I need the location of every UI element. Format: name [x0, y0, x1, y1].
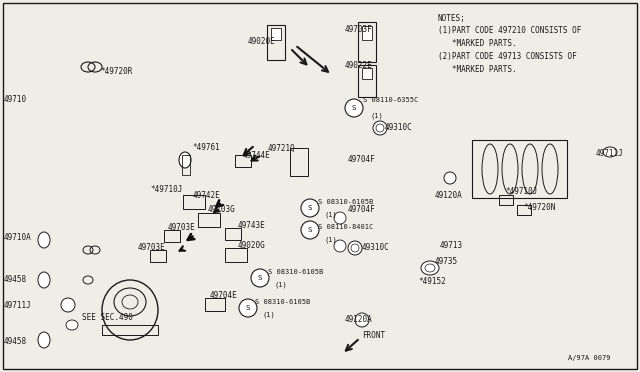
Ellipse shape — [301, 221, 319, 239]
Text: 49713: 49713 — [440, 241, 463, 250]
Text: 49703G: 49703G — [208, 205, 236, 215]
Bar — [182, 155, 190, 175]
Text: 49020G: 49020G — [238, 241, 266, 250]
Ellipse shape — [421, 261, 439, 275]
Text: S 08110-6355C: S 08110-6355C — [363, 97, 419, 103]
Text: SEE SEC.490: SEE SEC.490 — [82, 314, 133, 323]
Ellipse shape — [444, 172, 456, 184]
Bar — [358, 22, 376, 62]
Text: S 08110-8401C: S 08110-8401C — [318, 224, 373, 230]
Text: 49704F: 49704F — [348, 155, 376, 164]
Ellipse shape — [334, 240, 346, 252]
Text: A/97A 0079: A/97A 0079 — [568, 355, 611, 361]
Ellipse shape — [251, 269, 269, 287]
Bar — [472, 140, 567, 198]
Text: S: S — [308, 227, 312, 233]
Ellipse shape — [351, 244, 359, 252]
Bar — [362, 26, 372, 40]
Ellipse shape — [38, 332, 50, 348]
Text: 49711J: 49711J — [4, 301, 32, 310]
Ellipse shape — [66, 320, 78, 330]
Ellipse shape — [355, 313, 369, 327]
Text: 49711J: 49711J — [596, 148, 624, 157]
Text: (1): (1) — [262, 312, 275, 318]
Ellipse shape — [38, 232, 50, 248]
Text: (1): (1) — [325, 212, 338, 218]
Text: S: S — [308, 205, 312, 211]
Text: *49720N: *49720N — [523, 202, 556, 212]
Text: 49704E: 49704E — [210, 291, 237, 299]
Text: 49020E: 49020E — [248, 38, 276, 46]
Text: (1): (1) — [275, 282, 288, 288]
Ellipse shape — [425, 264, 435, 272]
Text: 49710A: 49710A — [4, 234, 32, 243]
Text: 49310C: 49310C — [385, 124, 413, 132]
Ellipse shape — [301, 199, 319, 217]
Ellipse shape — [334, 212, 346, 224]
Bar — [205, 298, 225, 311]
Text: 49721Q: 49721Q — [268, 144, 296, 153]
Bar — [150, 250, 166, 262]
Text: 49703E: 49703E — [138, 244, 166, 253]
Bar — [499, 195, 513, 205]
Text: S 08310-6105B: S 08310-6105B — [318, 199, 373, 205]
Ellipse shape — [61, 298, 75, 312]
Bar — [225, 248, 247, 262]
Text: FRONT: FRONT — [362, 331, 385, 340]
Bar — [102, 325, 158, 335]
Text: *49720R: *49720R — [100, 67, 132, 77]
Text: 49735: 49735 — [435, 257, 458, 266]
Text: S: S — [246, 305, 250, 311]
Bar — [267, 25, 285, 60]
Ellipse shape — [603, 147, 617, 157]
Bar — [198, 213, 220, 227]
Text: (2)PART CODE 49713 CONSISTS OF: (2)PART CODE 49713 CONSISTS OF — [438, 52, 577, 61]
Text: 49744E: 49744E — [243, 151, 271, 160]
Bar — [235, 155, 251, 167]
Text: 49458: 49458 — [4, 276, 27, 285]
Ellipse shape — [373, 121, 387, 135]
Text: *MARKED PARTS.: *MARKED PARTS. — [438, 39, 516, 48]
Text: 49458: 49458 — [4, 337, 27, 346]
Text: S: S — [352, 105, 356, 111]
Bar — [358, 65, 376, 97]
Text: S 08310-6105B: S 08310-6105B — [255, 299, 310, 305]
Ellipse shape — [38, 272, 50, 288]
Bar — [290, 148, 308, 176]
Text: 49703E: 49703E — [168, 224, 196, 232]
Ellipse shape — [179, 152, 191, 168]
Ellipse shape — [376, 124, 384, 132]
Text: NOTES;: NOTES; — [438, 13, 466, 22]
Text: *49761: *49761 — [192, 144, 220, 153]
Text: 49743E: 49743E — [238, 221, 266, 230]
Text: 49710: 49710 — [4, 96, 27, 105]
Text: *49710J: *49710J — [150, 186, 182, 195]
Text: S: S — [258, 275, 262, 281]
Text: *MARKED PARTS.: *MARKED PARTS. — [438, 65, 516, 74]
Bar — [271, 28, 281, 40]
Text: (1)PART CODE 497210 CONSISTS OF: (1)PART CODE 497210 CONSISTS OF — [438, 26, 581, 35]
Text: (1): (1) — [325, 237, 338, 243]
Ellipse shape — [345, 99, 363, 117]
Bar — [517, 205, 531, 215]
Text: 49703F: 49703F — [345, 26, 372, 35]
Bar — [183, 195, 205, 209]
Text: 49310C: 49310C — [362, 244, 390, 253]
Text: 49120A: 49120A — [345, 315, 372, 324]
Ellipse shape — [348, 241, 362, 255]
Text: 49120A: 49120A — [435, 190, 463, 199]
Text: *49152: *49152 — [418, 278, 445, 286]
Text: 49022E: 49022E — [345, 61, 372, 70]
Text: *49710J: *49710J — [505, 187, 538, 196]
Bar — [362, 68, 372, 79]
Bar — [164, 230, 180, 242]
Text: 49704F: 49704F — [348, 205, 376, 215]
Text: 49742E: 49742E — [193, 190, 221, 199]
Text: S 08310-6105B: S 08310-6105B — [268, 269, 323, 275]
Text: (1): (1) — [370, 113, 383, 119]
Bar — [225, 228, 241, 240]
Ellipse shape — [239, 299, 257, 317]
